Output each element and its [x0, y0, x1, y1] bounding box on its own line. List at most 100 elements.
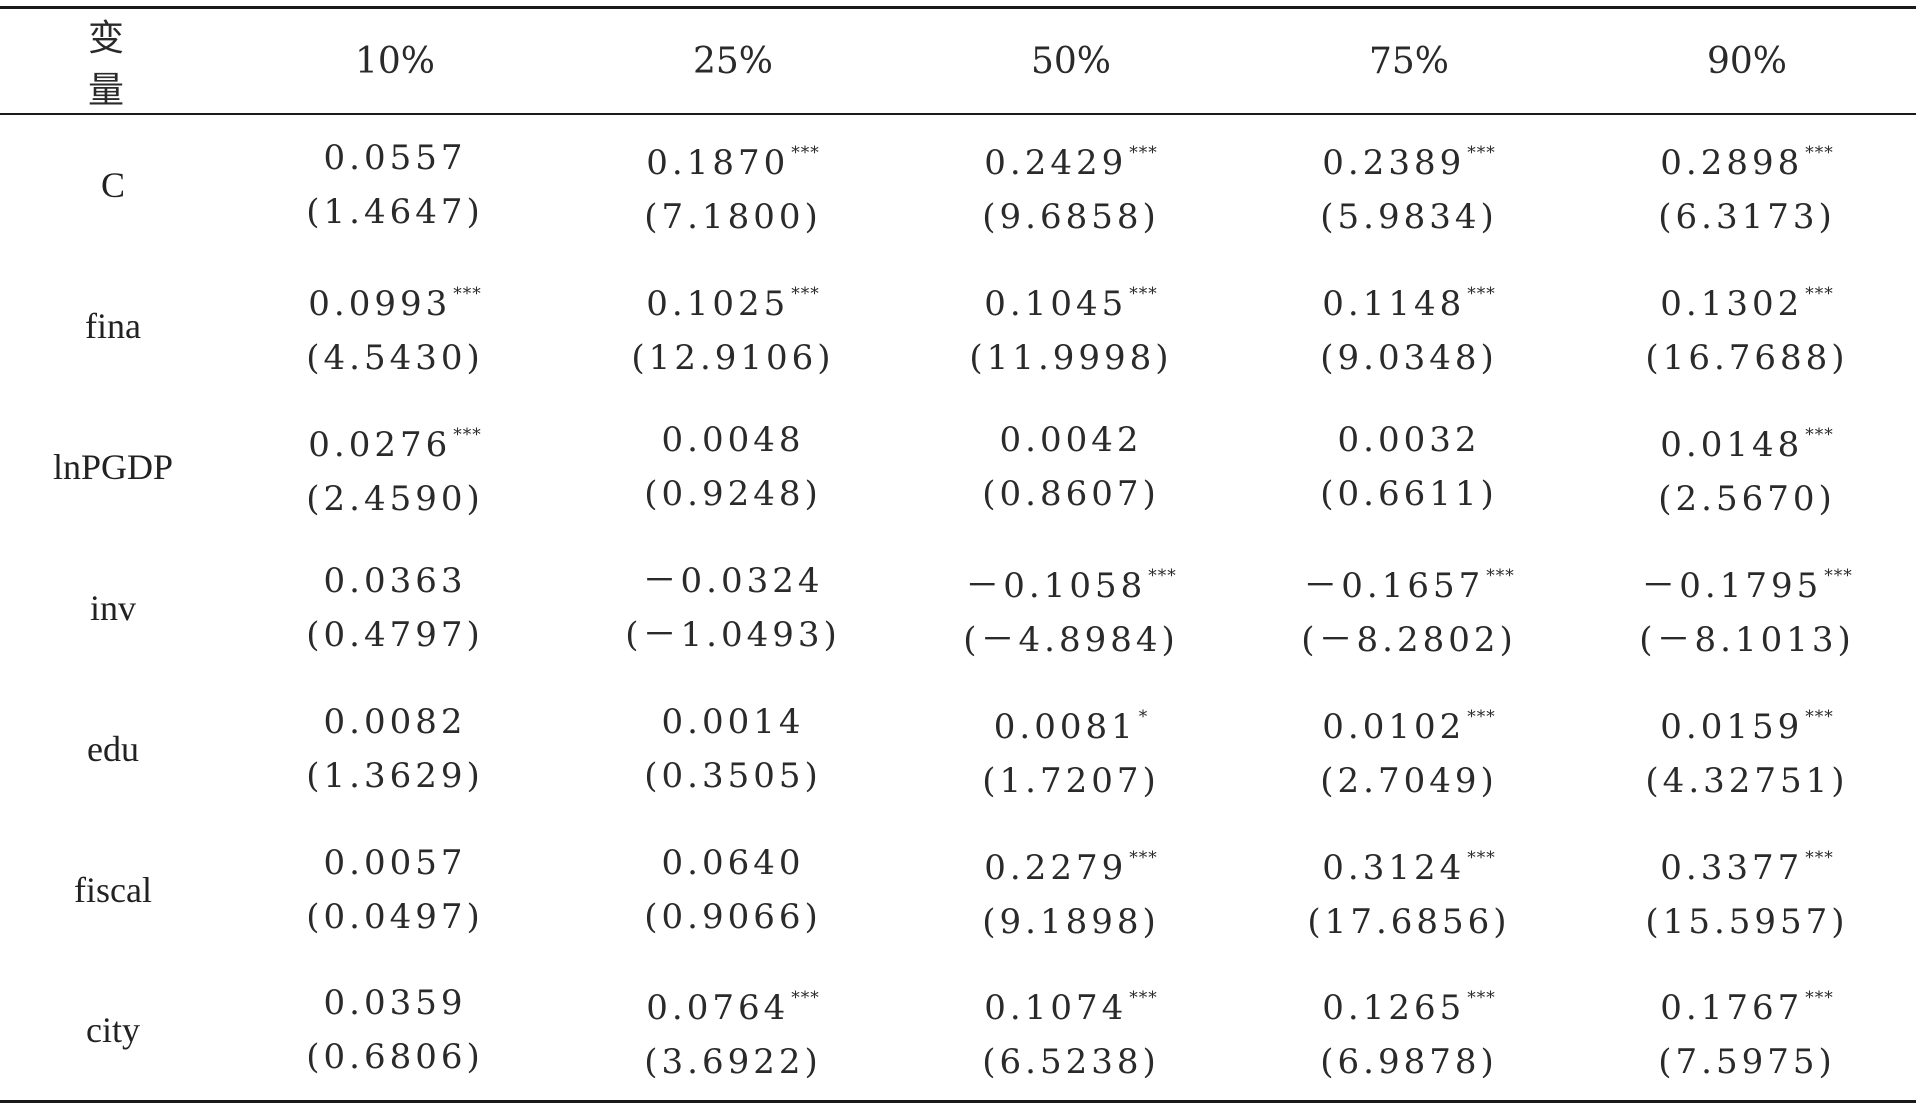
- coefficient-line: －0.1058 ***: [902, 549, 1240, 613]
- t-statistic-value: (0.9248): [644, 473, 822, 514]
- significance-stars: ***: [1805, 706, 1834, 727]
- t-statistic-value: (－4.8984): [963, 619, 1179, 660]
- estimate-cell: 0.0557 (1.4647): [226, 114, 564, 255]
- significance-stars: ***: [1486, 565, 1515, 586]
- significance-stars: ***: [1805, 143, 1834, 163]
- estimate-cell: 0.3124 *** (17.6856): [1240, 819, 1578, 960]
- significance-stars: ***: [791, 987, 820, 1008]
- estimate-cell: 0.0048 (0.9248): [564, 396, 902, 537]
- estimate-cell: 0.1025 *** (12.9106): [564, 255, 902, 396]
- variable-name-cell: city: [86, 1009, 140, 1050]
- estimate-cell: 0.1045 *** (11.9998): [902, 255, 1240, 396]
- coefficient-line: 0.0148 ***: [1578, 408, 1916, 472]
- coefficient-value: 0.1148: [1322, 283, 1466, 324]
- coefficient-line: 0.0363: [226, 554, 564, 608]
- significance-stars: ***: [1467, 706, 1496, 727]
- coefficient-value: 0.0640: [661, 842, 805, 883]
- coefficient-line: 0.2279 ***: [902, 831, 1240, 895]
- significance-stars: ***: [1129, 143, 1158, 163]
- estimate-cell: －0.0324 (－1.0493): [564, 537, 902, 678]
- estimate-cell: －0.1795 *** (－8.1013): [1578, 537, 1916, 678]
- t-statistic-value: (4.5430): [306, 337, 484, 378]
- coefficient-value: 0.0081: [993, 706, 1137, 747]
- t-statistic-value: (0.9066): [644, 896, 822, 937]
- coefficient-value: 0.0014: [661, 701, 805, 742]
- header-q75: 75%: [1368, 40, 1449, 82]
- regression-table-container: 变 量 10% 25% 50% 75% 90% C 0.0557 (1.4647) 0…: [0, 6, 1916, 1103]
- coefficient-value: 0.0993: [308, 283, 452, 324]
- coefficient-line: 0.1148 ***: [1240, 267, 1578, 331]
- coefficient-value: 0.0048: [661, 419, 805, 460]
- t-statistic-value: (12.9106): [631, 337, 835, 378]
- table-row: city 0.0359 (0.6806) 0.0764 *** (3.6922) 0.107…: [0, 960, 1916, 1101]
- coefficient-line: 0.0557: [226, 131, 564, 185]
- t-statistic-value: (9.1898): [982, 901, 1160, 942]
- estimate-cell: －0.1058 *** (－4.8984): [902, 537, 1240, 678]
- coefficient-line: 0.3377 ***: [1578, 831, 1916, 895]
- t-statistic-value: (4.32751): [1645, 760, 1849, 801]
- coefficient-line: 0.2898 ***: [1578, 126, 1916, 190]
- t-statistic-value: (17.6856): [1307, 901, 1511, 942]
- estimate-cell: －0.1657 *** (－8.2802): [1240, 537, 1578, 678]
- coefficient-value: 0.1025: [646, 283, 790, 324]
- significance-stars: ***: [791, 283, 820, 304]
- estimate-cell: 0.0363 (0.4797): [226, 537, 564, 678]
- coefficient-line: 0.0057: [226, 836, 564, 890]
- estimate-cell: 0.0993 *** (4.5430): [226, 255, 564, 396]
- t-statistic-value: (7.5975): [1658, 1041, 1836, 1082]
- estimate-cell: 0.0057 (0.0497): [226, 819, 564, 960]
- t-statistic-value: (7.1800): [644, 197, 822, 237]
- t-statistic-value: (9.0348): [1320, 337, 1498, 378]
- table-row: inv 0.0363 (0.4797) －0.0324 (－1.0493) －0.1058…: [0, 537, 1916, 678]
- t-statistic-value: (0.4797): [306, 614, 484, 655]
- t-statistic-value: (1.7207): [982, 760, 1160, 801]
- table-body: C 0.0557 (1.4647) 0.1870 *** (7.1800) 0.2429 **…: [0, 114, 1916, 1101]
- estimate-cell: 0.2389 *** (5.9834): [1240, 114, 1578, 255]
- estimate-cell: 0.1265 *** (6.9878): [1240, 960, 1578, 1101]
- header-variable: 变 量: [87, 18, 229, 111]
- coefficient-value: 0.3377: [1660, 847, 1804, 888]
- significance-stars: ***: [1129, 987, 1158, 1008]
- significance-stars: ***: [1805, 847, 1834, 868]
- coefficient-value: 0.2898: [1660, 143, 1804, 183]
- header-q10: 10%: [354, 40, 435, 82]
- variable-name-cell: fiscal: [74, 869, 152, 910]
- table-row: C 0.0557 (1.4647) 0.1870 *** (7.1800) 0.2429 **…: [0, 114, 1916, 255]
- table-row: fiscal 0.0057 (0.0497) 0.0640 (0.9066) 0.2279…: [0, 819, 1916, 960]
- significance-stars: *: [1138, 706, 1149, 727]
- coefficient-line: 0.0082: [226, 695, 564, 749]
- significance-stars: ***: [1824, 565, 1853, 586]
- estimate-cell: 0.1767 *** (7.5975): [1578, 960, 1916, 1101]
- t-statistic-value: (6.3173): [1658, 197, 1836, 237]
- coefficient-line: 0.1045 ***: [902, 267, 1240, 331]
- table-row: lnPGDP 0.0276 *** (2.4590) 0.0048 (0.9248) 0.0…: [0, 396, 1916, 537]
- quantile-regression-table: 变 量 10% 25% 50% 75% 90% C 0.0557 (1.4647) 0…: [0, 6, 1916, 1103]
- t-statistic-value: (1.3629): [306, 755, 484, 796]
- coefficient-value: 0.0032: [1337, 419, 1481, 460]
- t-statistic-value: (0.3505): [644, 755, 822, 796]
- t-statistic-value: (3.6922): [644, 1041, 822, 1082]
- estimate-cell: 0.0359 (0.6806): [226, 960, 564, 1101]
- significance-stars: ***: [1129, 847, 1158, 868]
- coefficient-line: 0.0014: [564, 695, 902, 749]
- coefficient-line: 0.0048: [564, 413, 902, 467]
- coefficient-value: 0.0159: [1660, 706, 1804, 747]
- coefficient-value: 0.2279: [984, 847, 1128, 888]
- estimate-cell: 0.1074 *** (6.5238): [902, 960, 1240, 1101]
- t-statistic-value: (15.5957): [1645, 901, 1849, 942]
- estimate-cell: 0.0042 (0.8607): [902, 396, 1240, 537]
- estimate-cell: 0.0764 *** (3.6922): [564, 960, 902, 1101]
- estimate-cell: 0.2279 *** (9.1898): [902, 819, 1240, 960]
- coefficient-line: －0.0324: [564, 554, 902, 608]
- coefficient-value: 0.1074: [984, 987, 1128, 1028]
- t-statistic-value: (0.6806): [306, 1036, 484, 1077]
- coefficient-line: 0.1265 ***: [1240, 971, 1578, 1035]
- coefficient-value: 0.0102: [1322, 706, 1466, 747]
- coefficient-value: －0.0324: [642, 560, 824, 601]
- coefficient-value: 0.0057: [323, 842, 467, 883]
- significance-stars: ***: [453, 283, 482, 304]
- estimate-cell: 0.1870 *** (7.1800): [564, 114, 902, 255]
- coefficient-line: 0.1025 ***: [564, 267, 902, 331]
- coefficient-line: 0.1870 ***: [564, 126, 902, 190]
- t-statistic-value: (0.0497): [306, 896, 484, 937]
